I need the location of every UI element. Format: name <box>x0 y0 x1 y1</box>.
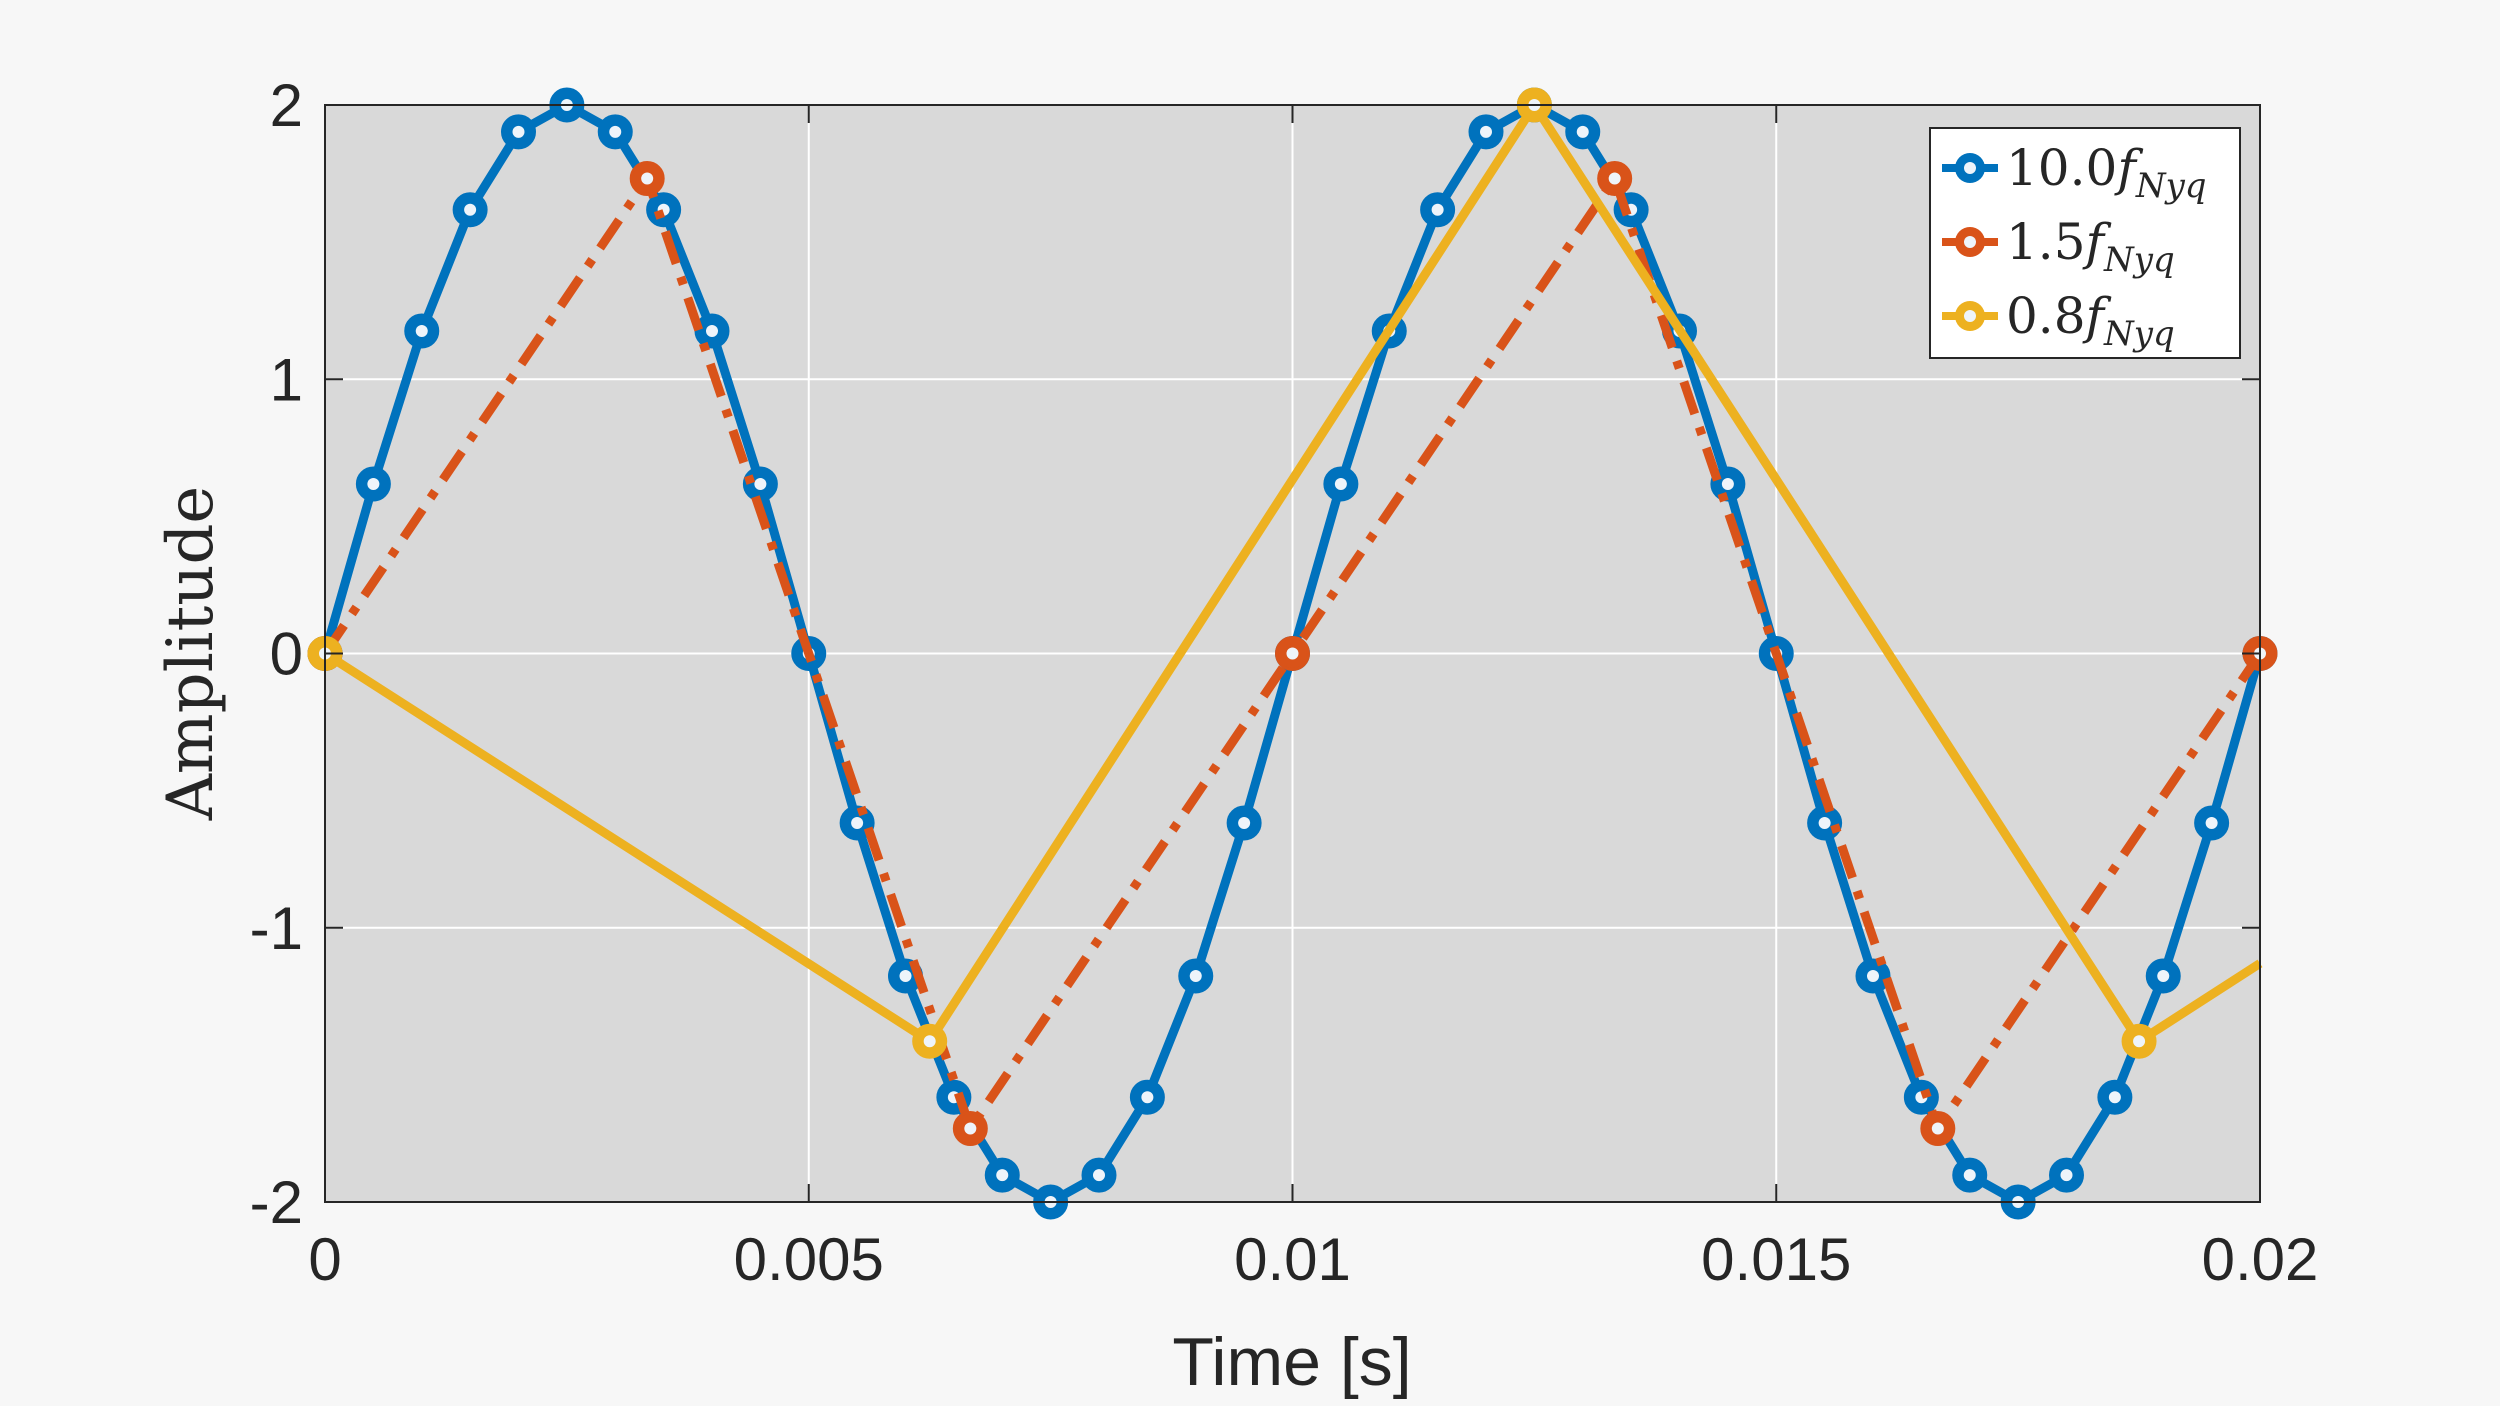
data-point-center <box>1818 816 1831 829</box>
legend-entry: 0.8fNyq <box>1942 287 2175 354</box>
data-point-center <box>641 172 654 185</box>
series-layer <box>307 87 2278 1220</box>
legend-label-value: 1.5 <box>2006 213 2086 271</box>
data-point-center <box>996 1169 1009 1182</box>
y-axis-label: Amplitude <box>154 486 228 822</box>
legend: 10.0fNyq 1.5fNyq 0.8fNyq <box>1929 127 2241 359</box>
x-tick-label: 0.02 <box>2202 1226 2319 1293</box>
y-tick-label: -2 <box>250 1169 303 1236</box>
data-point-center <box>1576 125 1589 138</box>
data-point-center <box>1141 1091 1154 1104</box>
legend-label-subscript: Nyq <box>2103 240 2175 280</box>
x-tick-label: 0 <box>308 1226 341 1293</box>
legend-swatch-center <box>1964 310 1976 322</box>
data-point-center <box>1608 172 1621 185</box>
legend-label-value: 10.0 <box>2006 139 2117 197</box>
data-point-center <box>2157 970 2170 983</box>
legend-label: 10.0fNyq <box>2006 139 2207 206</box>
data-point-center <box>2060 1169 2073 1182</box>
x-tick-label: 0.015 <box>1701 1226 1851 1293</box>
data-point-center <box>1721 478 1734 491</box>
data-point-center <box>1431 203 1444 216</box>
data-point-center <box>1093 1169 1105 1182</box>
x-tick-label: 0.01 <box>1234 1226 1351 1293</box>
data-point-center <box>851 816 864 829</box>
data-point-center <box>706 324 718 337</box>
y-tick-label: 2 <box>270 72 303 139</box>
x-axis-label: Time [s] <box>1172 1324 1411 1400</box>
data-point-center <box>1334 478 1347 491</box>
data-point-center <box>367 478 380 491</box>
x-tick-label: 0.005 <box>734 1226 884 1293</box>
data-point-center <box>1867 970 1879 983</box>
data-point-center <box>1931 1122 1944 1135</box>
data-point-center <box>899 970 912 983</box>
legend-label-value: 0.8 <box>2006 287 2086 345</box>
data-point-center <box>1238 816 1251 829</box>
y-ticks: -2 -1 0 1 2 <box>250 72 2260 1236</box>
series-1 <box>307 160 2278 1147</box>
legend-entry: 1.5fNyq <box>1942 213 2175 280</box>
data-point-center <box>464 203 477 216</box>
data-point-center <box>1189 970 1202 983</box>
legend-swatch-center <box>1964 236 1976 248</box>
x-ticks: 0 0.005 0.01 0.015 0.02 <box>308 105 2318 1293</box>
data-point-center <box>754 478 767 491</box>
data-point-center <box>923 1035 936 1048</box>
data-point-center <box>2133 1035 2146 1048</box>
y-tick-label: 0 <box>270 621 303 688</box>
legend-label: 0.8fNyq <box>2006 287 2175 354</box>
data-point-center <box>2205 816 2218 829</box>
y-tick-label: 1 <box>270 346 303 413</box>
data-point-center <box>512 125 525 138</box>
legend-swatch-center <box>1964 162 1976 174</box>
data-point-center <box>609 125 622 138</box>
legend-label-subscript: Nyq <box>2103 314 2175 354</box>
data-point-center <box>1963 1169 1976 1182</box>
data-point-center <box>1480 125 1492 138</box>
data-point-center <box>964 1122 977 1135</box>
data-point-center <box>1286 647 1299 660</box>
legend-label: 1.5fNyq <box>2006 213 2175 280</box>
legend-label-subscript: Nyq <box>2135 166 2207 206</box>
data-point-center <box>2108 1091 2121 1104</box>
data-point-center <box>415 324 428 337</box>
legend-entry: 10.0fNyq <box>1942 139 2207 206</box>
y-tick-label: -1 <box>250 895 303 962</box>
